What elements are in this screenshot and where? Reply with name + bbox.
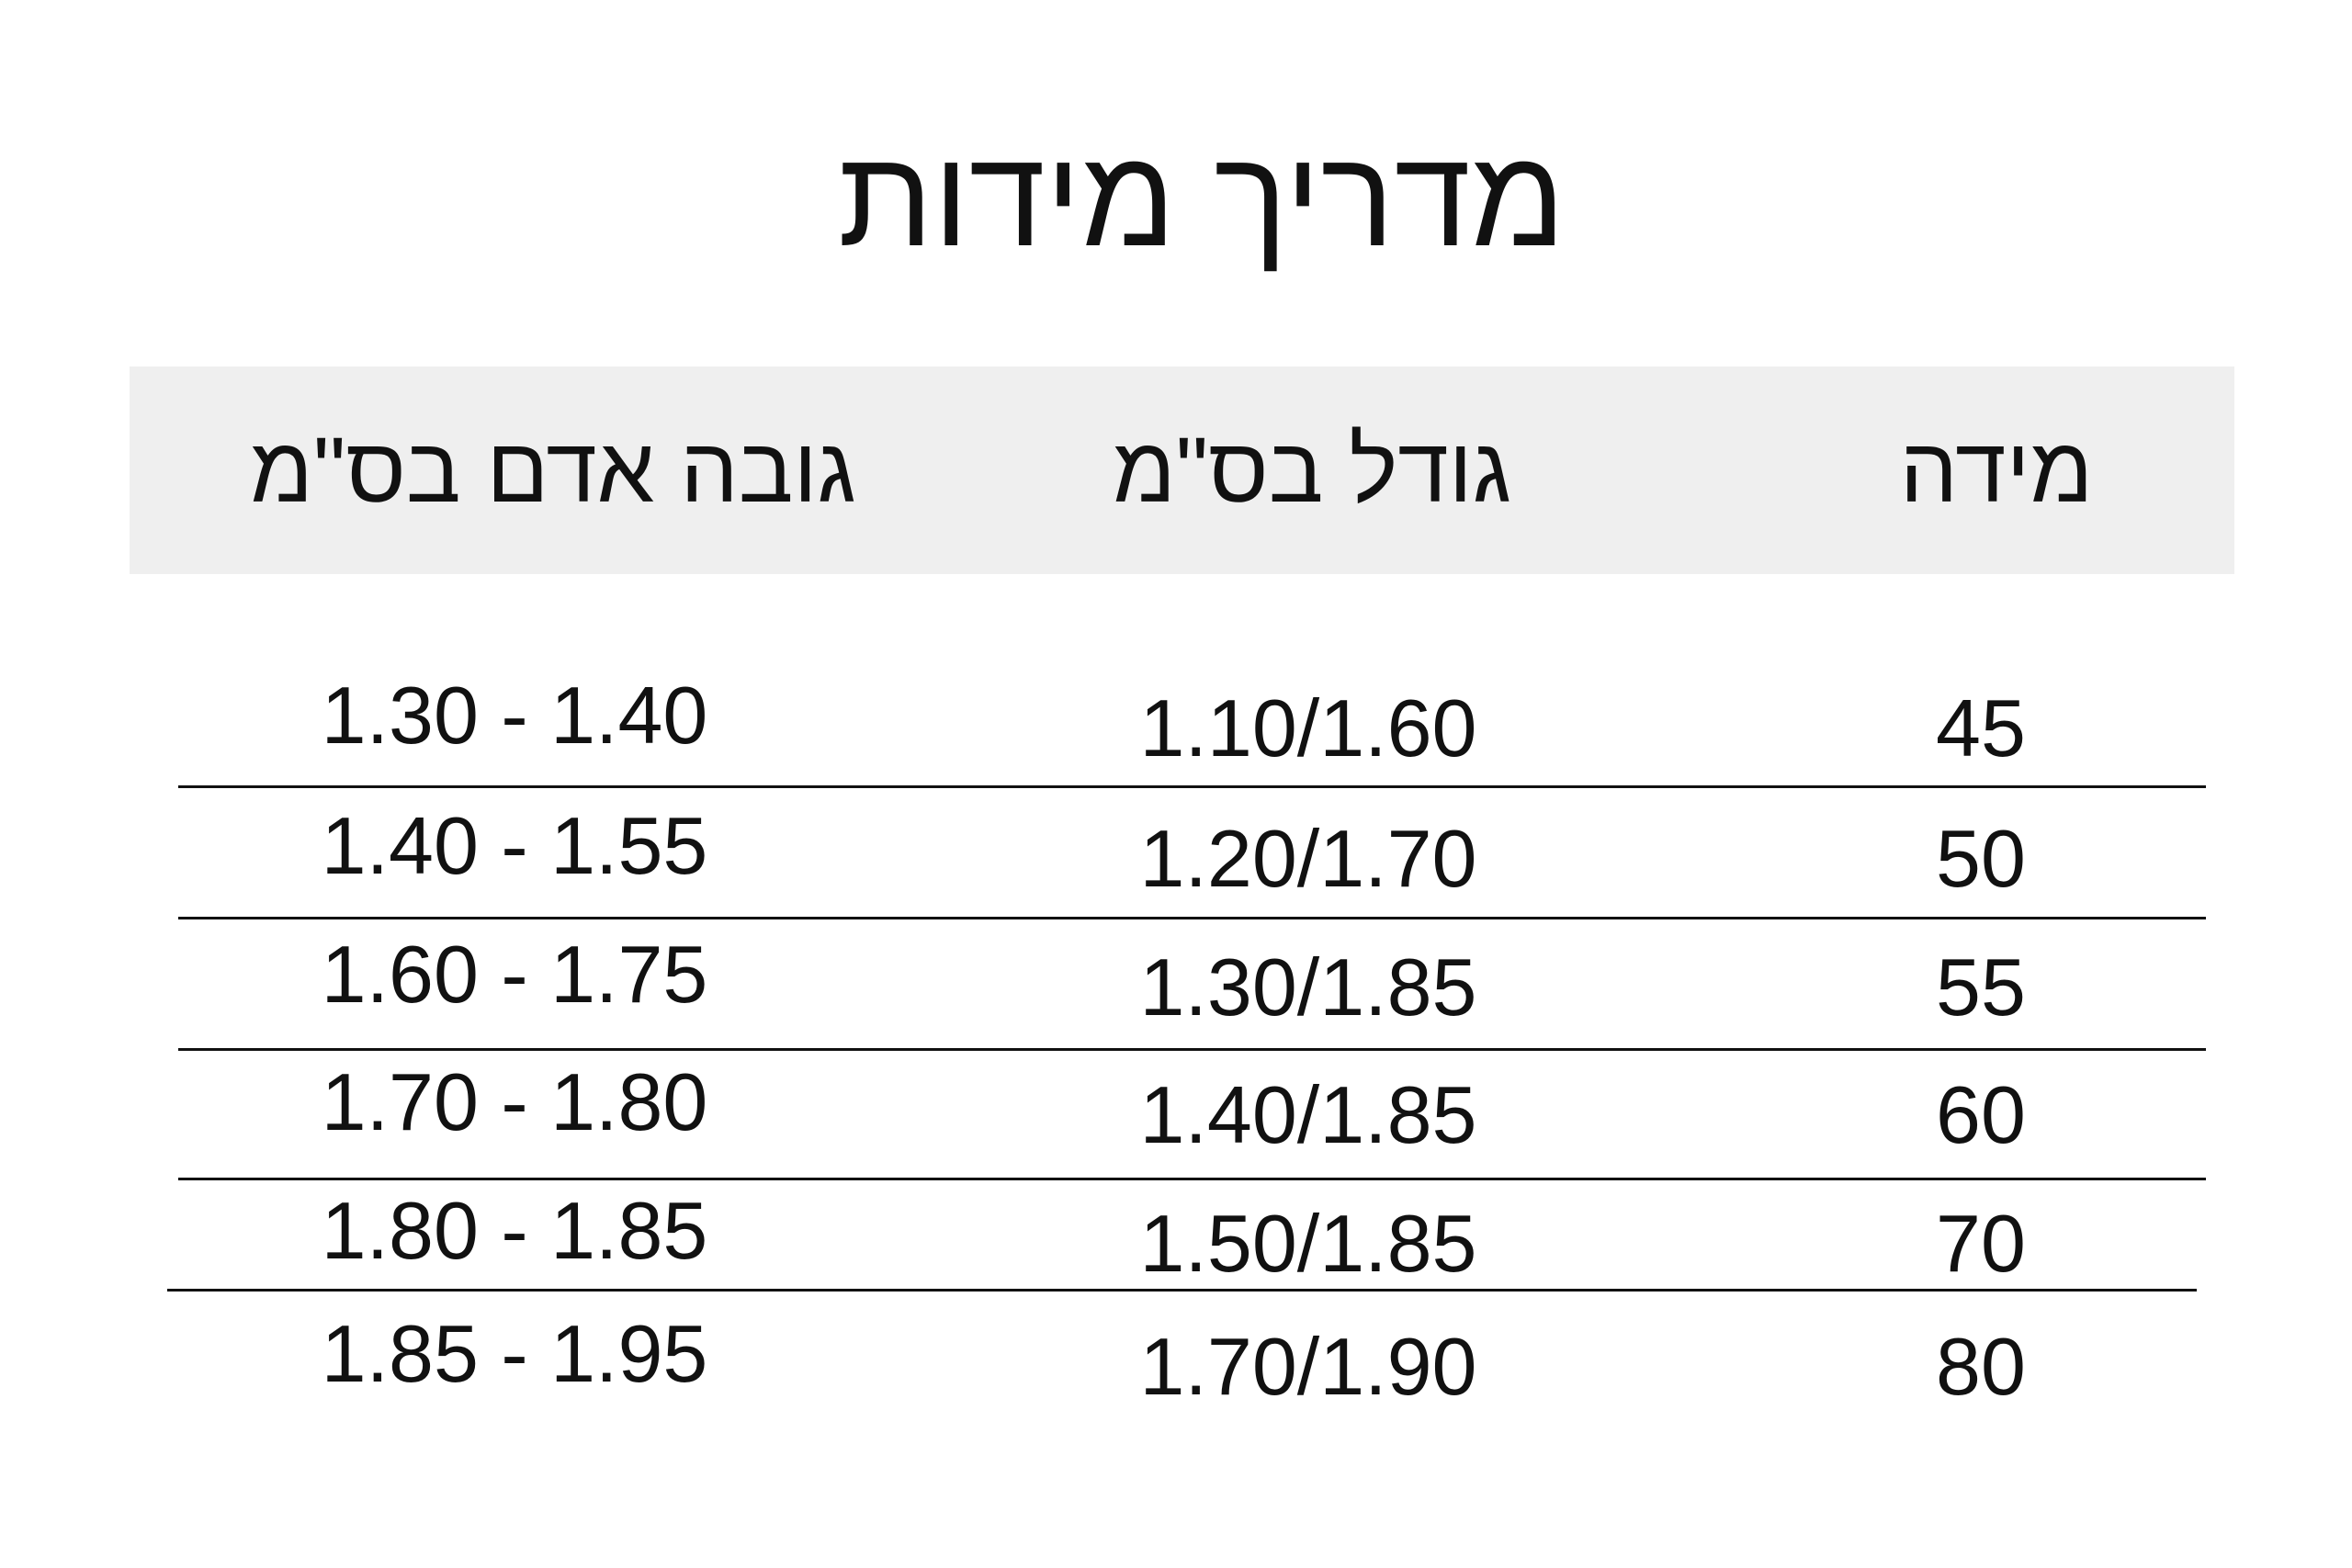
cell-dimension: 1.20/1.70 <box>1139 813 1477 904</box>
cell-height-range: 1.30 - 1.40 <box>321 670 708 761</box>
header-dimension-cm: גודל בס"מ <box>1112 419 1512 522</box>
cell-size: 50 <box>1936 813 2026 904</box>
cell-height-range: 1.70 - 1.80 <box>321 1056 708 1147</box>
cell-size: 45 <box>1936 682 2026 773</box>
row-divider <box>178 1178 2206 1180</box>
cell-dimension: 1.70/1.90 <box>1139 1321 1477 1412</box>
row-divider <box>178 917 2206 919</box>
header-size: מידה <box>1899 419 2094 522</box>
cell-size: 80 <box>1936 1321 2026 1412</box>
cell-size: 70 <box>1936 1198 2026 1289</box>
cell-dimension: 1.40/1.85 <box>1139 1069 1477 1160</box>
page-title: מדריך מידות <box>838 120 1566 275</box>
row-divider <box>178 785 2206 788</box>
cell-height-range: 1.85 - 1.95 <box>321 1308 708 1399</box>
cell-size: 60 <box>1936 1069 2026 1160</box>
row-divider <box>167 1289 2197 1292</box>
cell-dimension: 1.30/1.85 <box>1139 942 1477 1032</box>
cell-height-range: 1.80 - 1.85 <box>321 1185 708 1276</box>
header-person-height-cm: גובה אדם בס"מ <box>250 419 856 522</box>
row-divider <box>178 1048 2206 1051</box>
table-header-background <box>130 367 2234 574</box>
cell-size: 55 <box>1936 942 2026 1032</box>
cell-height-range: 1.60 - 1.75 <box>321 929 708 1020</box>
cell-dimension: 1.10/1.60 <box>1139 682 1477 773</box>
cell-height-range: 1.40 - 1.55 <box>321 800 708 891</box>
cell-dimension: 1.50/1.85 <box>1139 1198 1477 1289</box>
